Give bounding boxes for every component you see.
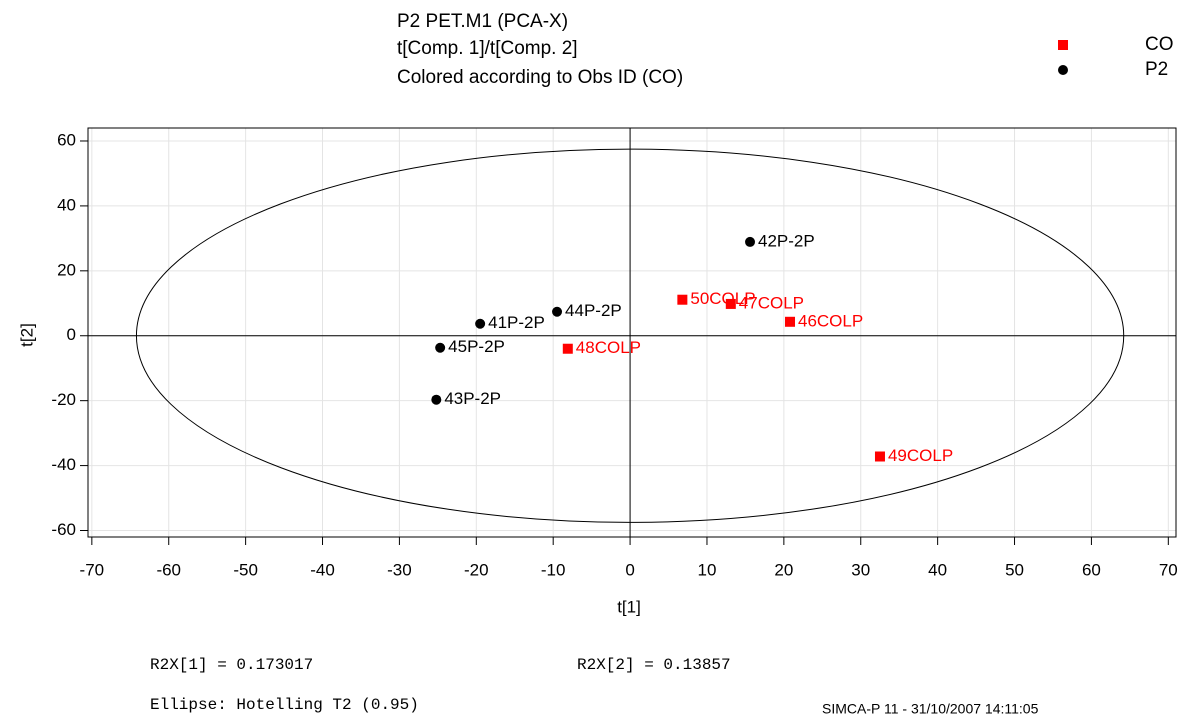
- y-tick-label: -60: [51, 520, 76, 539]
- point: [475, 318, 486, 329]
- annotation: R2X[1] = 0.173017: [150, 656, 313, 674]
- point-label: 48COLP: [576, 338, 641, 357]
- point-label: 45P-2P: [448, 337, 505, 356]
- x-tick-label: 0: [625, 560, 634, 579]
- point: [874, 451, 885, 462]
- legend-label: CO: [1145, 34, 1174, 55]
- annotation: Ellipse: Hotelling T2 (0.95): [150, 696, 419, 714]
- x-tick-label: -30: [387, 560, 412, 579]
- x-tick-label: 30: [851, 560, 870, 579]
- y-tick-label: 20: [57, 260, 76, 279]
- x-tick-label: 60: [1082, 560, 1101, 579]
- y-tick-label: 60: [57, 130, 76, 149]
- legend-marker: [1058, 40, 1068, 50]
- x-tick-label: 10: [698, 560, 717, 579]
- chart-title: P2 PET.M1 (PCA-X): [397, 11, 568, 32]
- point: [785, 316, 796, 327]
- point-label: 50COLP: [690, 289, 755, 308]
- x-axis-label: t[1]: [617, 597, 641, 616]
- point: [435, 342, 446, 353]
- x-tick-label: -40: [310, 560, 335, 579]
- y-axis-label: t[2]: [17, 323, 36, 347]
- x-tick-label: 20: [774, 560, 793, 579]
- y-tick-label: -20: [51, 390, 76, 409]
- annotation: R2X[2] = 0.13857: [577, 656, 731, 674]
- legend-marker: [1058, 65, 1068, 75]
- y-tick-label: -40: [51, 455, 76, 474]
- point: [431, 394, 442, 405]
- legend-label: P2: [1145, 59, 1168, 80]
- point-label: 49COLP: [888, 446, 953, 465]
- x-tick-label: -50: [233, 560, 258, 579]
- x-tick-label: 40: [928, 560, 947, 579]
- y-tick-label: 40: [57, 195, 76, 214]
- x-tick-label: -60: [156, 560, 181, 579]
- point: [562, 343, 573, 354]
- chart-title: t[Comp. 1]/t[Comp. 2]: [397, 38, 578, 59]
- confidence-ellipse: [135, 148, 1125, 523]
- x-tick-label: -20: [464, 560, 489, 579]
- plot-frame: [87, 127, 1177, 538]
- point: [745, 236, 756, 247]
- point-label: 41P-2P: [488, 313, 545, 332]
- point: [725, 298, 736, 309]
- point-label: 46COLP: [798, 311, 863, 330]
- annotation: SIMCA-P 11 - 31/10/2007 14:11:05: [822, 701, 1039, 717]
- point: [677, 294, 688, 305]
- chart-title: Colored according to Obs ID (CO): [397, 67, 683, 88]
- point-label: 44P-2P: [565, 301, 622, 320]
- x-tick-label: -70: [80, 560, 105, 579]
- x-tick-label: 70: [1159, 560, 1178, 579]
- y-tick-label: 0: [67, 325, 76, 344]
- point-label: 47COLP: [739, 293, 804, 312]
- point: [552, 306, 563, 317]
- x-tick-label: 50: [1005, 560, 1024, 579]
- x-tick-label: -10: [541, 560, 566, 579]
- point-label: 42P-2P: [758, 231, 815, 250]
- point-label: 43P-2P: [444, 389, 501, 408]
